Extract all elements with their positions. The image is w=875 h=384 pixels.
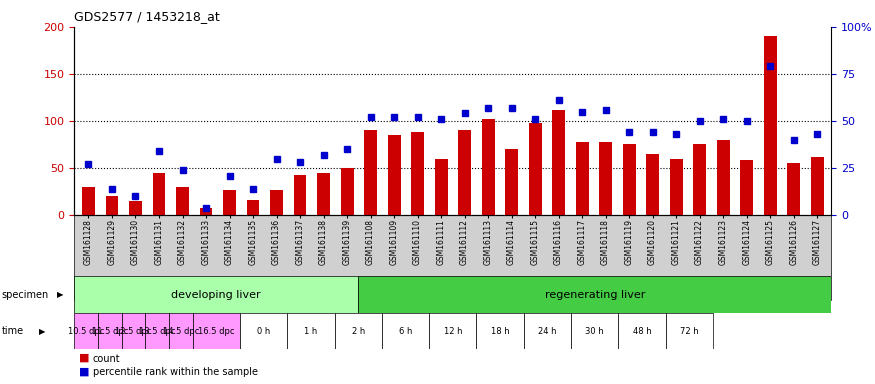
Bar xyxy=(176,187,189,215)
Text: developing liver: developing liver xyxy=(172,290,261,300)
Bar xyxy=(364,131,377,215)
Bar xyxy=(599,142,612,215)
Text: 14.5 dpc: 14.5 dpc xyxy=(163,327,199,336)
Text: 30 h: 30 h xyxy=(585,327,604,336)
Bar xyxy=(552,110,565,215)
Bar xyxy=(788,163,800,215)
Text: 18 h: 18 h xyxy=(491,327,509,336)
Bar xyxy=(74,276,358,313)
Bar xyxy=(152,173,165,215)
Text: ▶: ▶ xyxy=(57,290,63,299)
Text: ▶: ▶ xyxy=(39,327,46,336)
Bar xyxy=(388,135,401,215)
Bar xyxy=(669,159,682,215)
Bar xyxy=(505,149,518,215)
Bar xyxy=(98,313,122,349)
Text: 12.5 dpc: 12.5 dpc xyxy=(116,327,151,336)
Bar xyxy=(240,313,287,349)
Bar xyxy=(122,313,145,349)
Bar xyxy=(74,313,98,349)
Bar xyxy=(411,132,424,215)
Text: 6 h: 6 h xyxy=(399,327,412,336)
Text: count: count xyxy=(93,354,121,364)
Bar xyxy=(247,200,260,215)
Bar xyxy=(458,131,471,215)
Bar xyxy=(435,159,447,215)
Bar xyxy=(740,161,753,215)
Text: 11.5 dpc: 11.5 dpc xyxy=(92,327,128,336)
Text: ■: ■ xyxy=(79,366,89,376)
Bar xyxy=(571,313,619,349)
Text: 24 h: 24 h xyxy=(538,327,556,336)
Text: ■: ■ xyxy=(79,353,89,363)
Text: 1 h: 1 h xyxy=(304,327,318,336)
Bar xyxy=(477,313,524,349)
Bar xyxy=(223,190,236,215)
Bar xyxy=(429,313,477,349)
Bar xyxy=(82,187,95,215)
Text: 10.5 dpc: 10.5 dpc xyxy=(68,327,104,336)
Text: percentile rank within the sample: percentile rank within the sample xyxy=(93,367,258,377)
Text: 13.5 dpc: 13.5 dpc xyxy=(139,327,175,336)
Bar xyxy=(334,313,382,349)
Text: 0 h: 0 h xyxy=(257,327,270,336)
Text: 72 h: 72 h xyxy=(680,327,698,336)
Text: 16.5 dpc: 16.5 dpc xyxy=(198,327,234,336)
Bar xyxy=(717,140,730,215)
Bar xyxy=(145,313,169,349)
Text: 12 h: 12 h xyxy=(444,327,462,336)
Bar xyxy=(270,190,283,215)
Text: GDS2577 / 1453218_at: GDS2577 / 1453218_at xyxy=(74,10,220,23)
Bar xyxy=(169,313,192,349)
Bar xyxy=(623,144,635,215)
Text: 2 h: 2 h xyxy=(352,327,365,336)
Bar xyxy=(287,313,334,349)
Bar xyxy=(764,36,777,215)
Bar xyxy=(693,144,706,215)
Bar xyxy=(200,207,213,215)
Bar xyxy=(192,313,240,349)
Bar xyxy=(666,313,713,349)
Bar xyxy=(810,157,823,215)
Bar xyxy=(340,168,354,215)
Bar xyxy=(317,173,330,215)
Bar xyxy=(294,175,306,215)
Bar xyxy=(106,196,118,215)
Text: regenerating liver: regenerating liver xyxy=(544,290,645,300)
Bar xyxy=(576,142,589,215)
Bar xyxy=(481,119,494,215)
Bar xyxy=(619,313,666,349)
Bar xyxy=(524,313,571,349)
Bar xyxy=(528,123,542,215)
Bar xyxy=(129,201,142,215)
Bar xyxy=(358,276,831,313)
Text: time: time xyxy=(2,326,24,336)
Text: specimen: specimen xyxy=(2,290,49,300)
Bar xyxy=(382,313,429,349)
Text: 48 h: 48 h xyxy=(633,327,651,336)
Bar xyxy=(646,154,659,215)
